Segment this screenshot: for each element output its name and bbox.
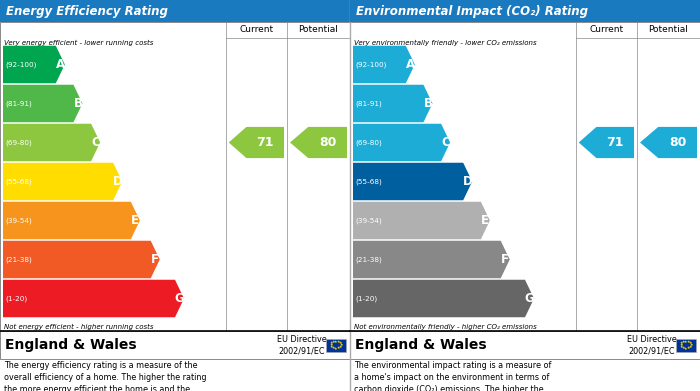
Text: Very energy efficient - lower running costs: Very energy efficient - lower running co… [4, 40, 153, 46]
Text: ★: ★ [330, 341, 333, 345]
Text: D: D [113, 175, 122, 188]
Text: ★: ★ [687, 346, 690, 350]
Text: ★: ★ [682, 346, 685, 350]
Text: ★: ★ [339, 345, 342, 349]
Polygon shape [3, 280, 184, 317]
Text: (39-54): (39-54) [5, 217, 32, 224]
Polygon shape [353, 241, 510, 278]
Text: (1-20): (1-20) [5, 295, 27, 302]
Text: (81-91): (81-91) [5, 100, 32, 107]
Text: (55-68): (55-68) [5, 178, 32, 185]
Text: G: G [524, 292, 534, 305]
Text: F: F [501, 253, 509, 266]
Text: ★: ★ [330, 345, 333, 349]
Text: ★: ★ [687, 340, 690, 344]
Text: (92-100): (92-100) [355, 61, 386, 68]
Polygon shape [353, 280, 534, 317]
Text: ★: ★ [682, 340, 685, 344]
Text: ★: ★ [685, 339, 687, 344]
Text: (92-100): (92-100) [5, 61, 36, 68]
Text: ★: ★ [690, 343, 693, 347]
Polygon shape [3, 241, 160, 278]
Text: 71: 71 [606, 136, 624, 149]
Polygon shape [353, 124, 450, 161]
Text: F: F [151, 253, 159, 266]
Text: ★: ★ [329, 343, 332, 347]
Polygon shape [229, 127, 284, 158]
Text: A: A [406, 58, 415, 71]
Text: Not environmentally friendly - higher CO₂ emissions: Not environmentally friendly - higher CO… [354, 324, 537, 330]
Polygon shape [579, 127, 634, 158]
Text: ★: ★ [680, 345, 683, 349]
Polygon shape [3, 46, 65, 83]
Polygon shape [3, 85, 83, 122]
Text: The energy efficiency rating is a measure of the
overall efficiency of a home. T: The energy efficiency rating is a measur… [4, 361, 206, 391]
Text: ★: ★ [332, 346, 335, 350]
Text: Potential: Potential [649, 25, 688, 34]
Text: G: G [174, 292, 184, 305]
Text: ★: ★ [689, 341, 692, 345]
Text: ★: ★ [340, 343, 343, 347]
Polygon shape [353, 202, 490, 239]
Bar [0, 22, 350, 331]
Text: Potential: Potential [299, 25, 338, 34]
Text: ★: ★ [339, 341, 342, 345]
Text: E: E [482, 214, 489, 227]
Text: ★: ★ [685, 346, 687, 350]
Bar [350, 22, 700, 331]
Polygon shape [290, 127, 347, 158]
Text: England & Wales: England & Wales [355, 338, 486, 352]
Text: A: A [56, 58, 65, 71]
Text: (69-80): (69-80) [355, 139, 382, 146]
Text: EU Directive
2002/91/EC: EU Directive 2002/91/EC [627, 335, 677, 355]
Text: Not energy efficient - higher running costs: Not energy efficient - higher running co… [4, 324, 153, 330]
Text: EU Directive
2002/91/EC: EU Directive 2002/91/EC [277, 335, 327, 355]
Bar [350, 0, 700, 22]
Text: 80: 80 [319, 136, 336, 149]
Text: ★: ★ [335, 346, 337, 350]
Text: (21-38): (21-38) [355, 256, 382, 263]
Polygon shape [3, 124, 100, 161]
Text: ★: ★ [679, 343, 682, 347]
Bar [0, 0, 350, 22]
Text: (81-91): (81-91) [355, 100, 382, 107]
Text: ★: ★ [335, 339, 337, 344]
Text: (69-80): (69-80) [5, 139, 32, 146]
Bar [350, 331, 700, 359]
Polygon shape [353, 46, 415, 83]
Text: (39-54): (39-54) [355, 217, 382, 224]
Text: Current: Current [589, 25, 624, 34]
Polygon shape [640, 127, 697, 158]
Text: (55-68): (55-68) [355, 178, 382, 185]
Text: Energy Efficiency Rating: Energy Efficiency Rating [6, 5, 168, 18]
Text: (1-20): (1-20) [355, 295, 377, 302]
Text: E: E [132, 214, 139, 227]
Bar [326, 339, 346, 352]
Polygon shape [3, 163, 122, 200]
Polygon shape [353, 163, 473, 200]
Text: England & Wales: England & Wales [5, 338, 136, 352]
Polygon shape [3, 202, 140, 239]
Text: B: B [74, 97, 83, 110]
Text: ★: ★ [337, 346, 340, 350]
Text: D: D [463, 175, 473, 188]
Text: The environmental impact rating is a measure of
a home's impact on the environme: The environmental impact rating is a mea… [354, 361, 552, 391]
Text: ★: ★ [680, 341, 683, 345]
Polygon shape [353, 85, 433, 122]
Text: ★: ★ [689, 345, 692, 349]
Text: C: C [441, 136, 450, 149]
Text: B: B [424, 97, 433, 110]
Text: Current: Current [239, 25, 274, 34]
Text: 80: 80 [669, 136, 686, 149]
Text: ★: ★ [337, 340, 340, 344]
Text: ★: ★ [332, 340, 335, 344]
Text: 71: 71 [256, 136, 274, 149]
Text: C: C [91, 136, 100, 149]
Bar [0, 331, 350, 359]
Text: (21-38): (21-38) [5, 256, 32, 263]
Text: Very environmentally friendly - lower CO₂ emissions: Very environmentally friendly - lower CO… [354, 40, 537, 46]
Text: Environmental Impact (CO₂) Rating: Environmental Impact (CO₂) Rating [356, 5, 588, 18]
Bar [676, 339, 696, 352]
